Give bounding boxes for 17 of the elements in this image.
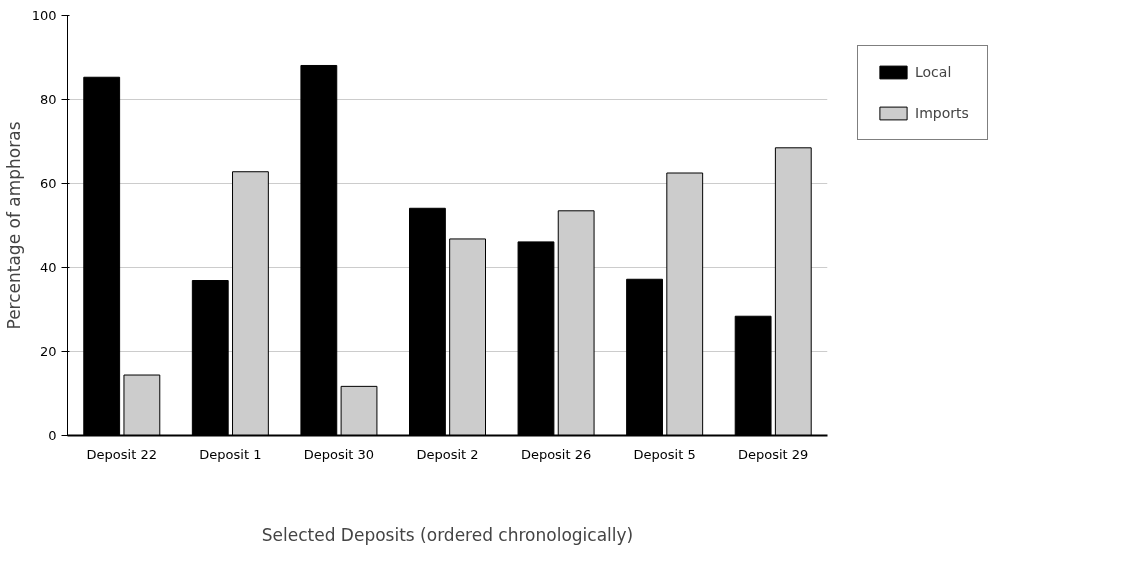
legend-label: Imports	[915, 105, 969, 121]
y-tick-label: 100	[31, 8, 57, 23]
x-tick-label: Deposit 22	[86, 446, 157, 462]
x-tick-label: Deposit 2	[416, 446, 479, 462]
legend-label: Local	[915, 64, 952, 80]
x-tick-label: Deposit 30	[303, 446, 375, 462]
y-tick-label: 80	[39, 92, 57, 107]
x-tick-label: Deposit 1	[199, 446, 262, 462]
x-tick-label: Deposit 5	[633, 446, 696, 462]
x-tick-label: Deposit 29	[738, 446, 809, 462]
y-tick-label: 0	[48, 428, 57, 443]
y-tick-label: 60	[39, 176, 57, 191]
y-tick-label: 20	[39, 344, 57, 359]
x-axis-title: Selected Deposits (ordered chronologically)	[261, 524, 634, 545]
x-tick-label: Deposit 26	[520, 446, 592, 462]
y-tick-label: 40	[39, 260, 57, 275]
y-axis-title: Percentage of amphoras	[3, 121, 24, 330]
